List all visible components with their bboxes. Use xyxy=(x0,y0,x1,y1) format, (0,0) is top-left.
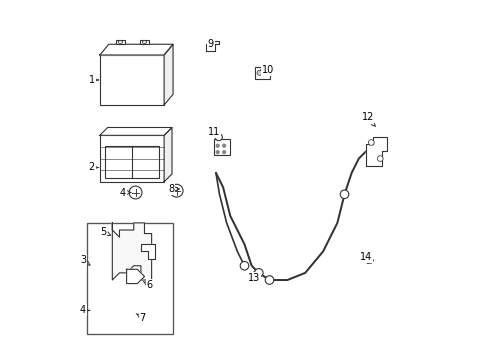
Bar xyxy=(100,55,164,105)
Circle shape xyxy=(170,184,183,197)
Polygon shape xyxy=(100,127,172,135)
Circle shape xyxy=(215,134,222,141)
Text: 6: 6 xyxy=(143,280,153,291)
Bar xyxy=(140,40,148,44)
Text: 5: 5 xyxy=(100,227,110,237)
Circle shape xyxy=(210,44,214,48)
Polygon shape xyxy=(205,41,218,51)
Bar xyxy=(116,40,124,44)
Text: 11: 11 xyxy=(207,127,220,138)
Text: 14: 14 xyxy=(359,252,371,262)
Bar xyxy=(100,135,164,182)
Polygon shape xyxy=(164,44,173,105)
Text: 9: 9 xyxy=(207,39,213,49)
Polygon shape xyxy=(126,269,144,284)
Circle shape xyxy=(240,261,248,270)
Circle shape xyxy=(222,144,225,147)
Circle shape xyxy=(363,254,371,263)
Circle shape xyxy=(222,151,225,154)
Text: 7: 7 xyxy=(136,312,145,323)
Circle shape xyxy=(254,269,263,277)
Text: 12: 12 xyxy=(361,112,374,126)
Polygon shape xyxy=(141,244,155,258)
FancyBboxPatch shape xyxy=(87,223,173,334)
Text: 2: 2 xyxy=(88,162,98,172)
Polygon shape xyxy=(112,223,151,280)
Text: 4: 4 xyxy=(80,305,90,315)
Text: 3: 3 xyxy=(80,255,90,265)
Polygon shape xyxy=(100,44,173,55)
Bar xyxy=(214,139,230,155)
Circle shape xyxy=(262,70,267,75)
Circle shape xyxy=(264,276,273,284)
Circle shape xyxy=(129,186,142,199)
Circle shape xyxy=(367,140,373,145)
Circle shape xyxy=(340,190,348,199)
Ellipse shape xyxy=(118,41,122,44)
Polygon shape xyxy=(164,127,172,182)
Text: 1: 1 xyxy=(88,75,98,85)
Circle shape xyxy=(216,144,219,147)
Text: 13: 13 xyxy=(247,272,260,283)
Text: 4: 4 xyxy=(120,188,131,198)
Bar xyxy=(104,146,159,179)
Polygon shape xyxy=(365,137,386,166)
Text: 10: 10 xyxy=(260,65,273,75)
Text: 8: 8 xyxy=(168,184,179,194)
Circle shape xyxy=(216,151,219,154)
Ellipse shape xyxy=(142,41,146,44)
Circle shape xyxy=(377,156,382,161)
Circle shape xyxy=(257,70,262,75)
Bar xyxy=(254,67,270,78)
